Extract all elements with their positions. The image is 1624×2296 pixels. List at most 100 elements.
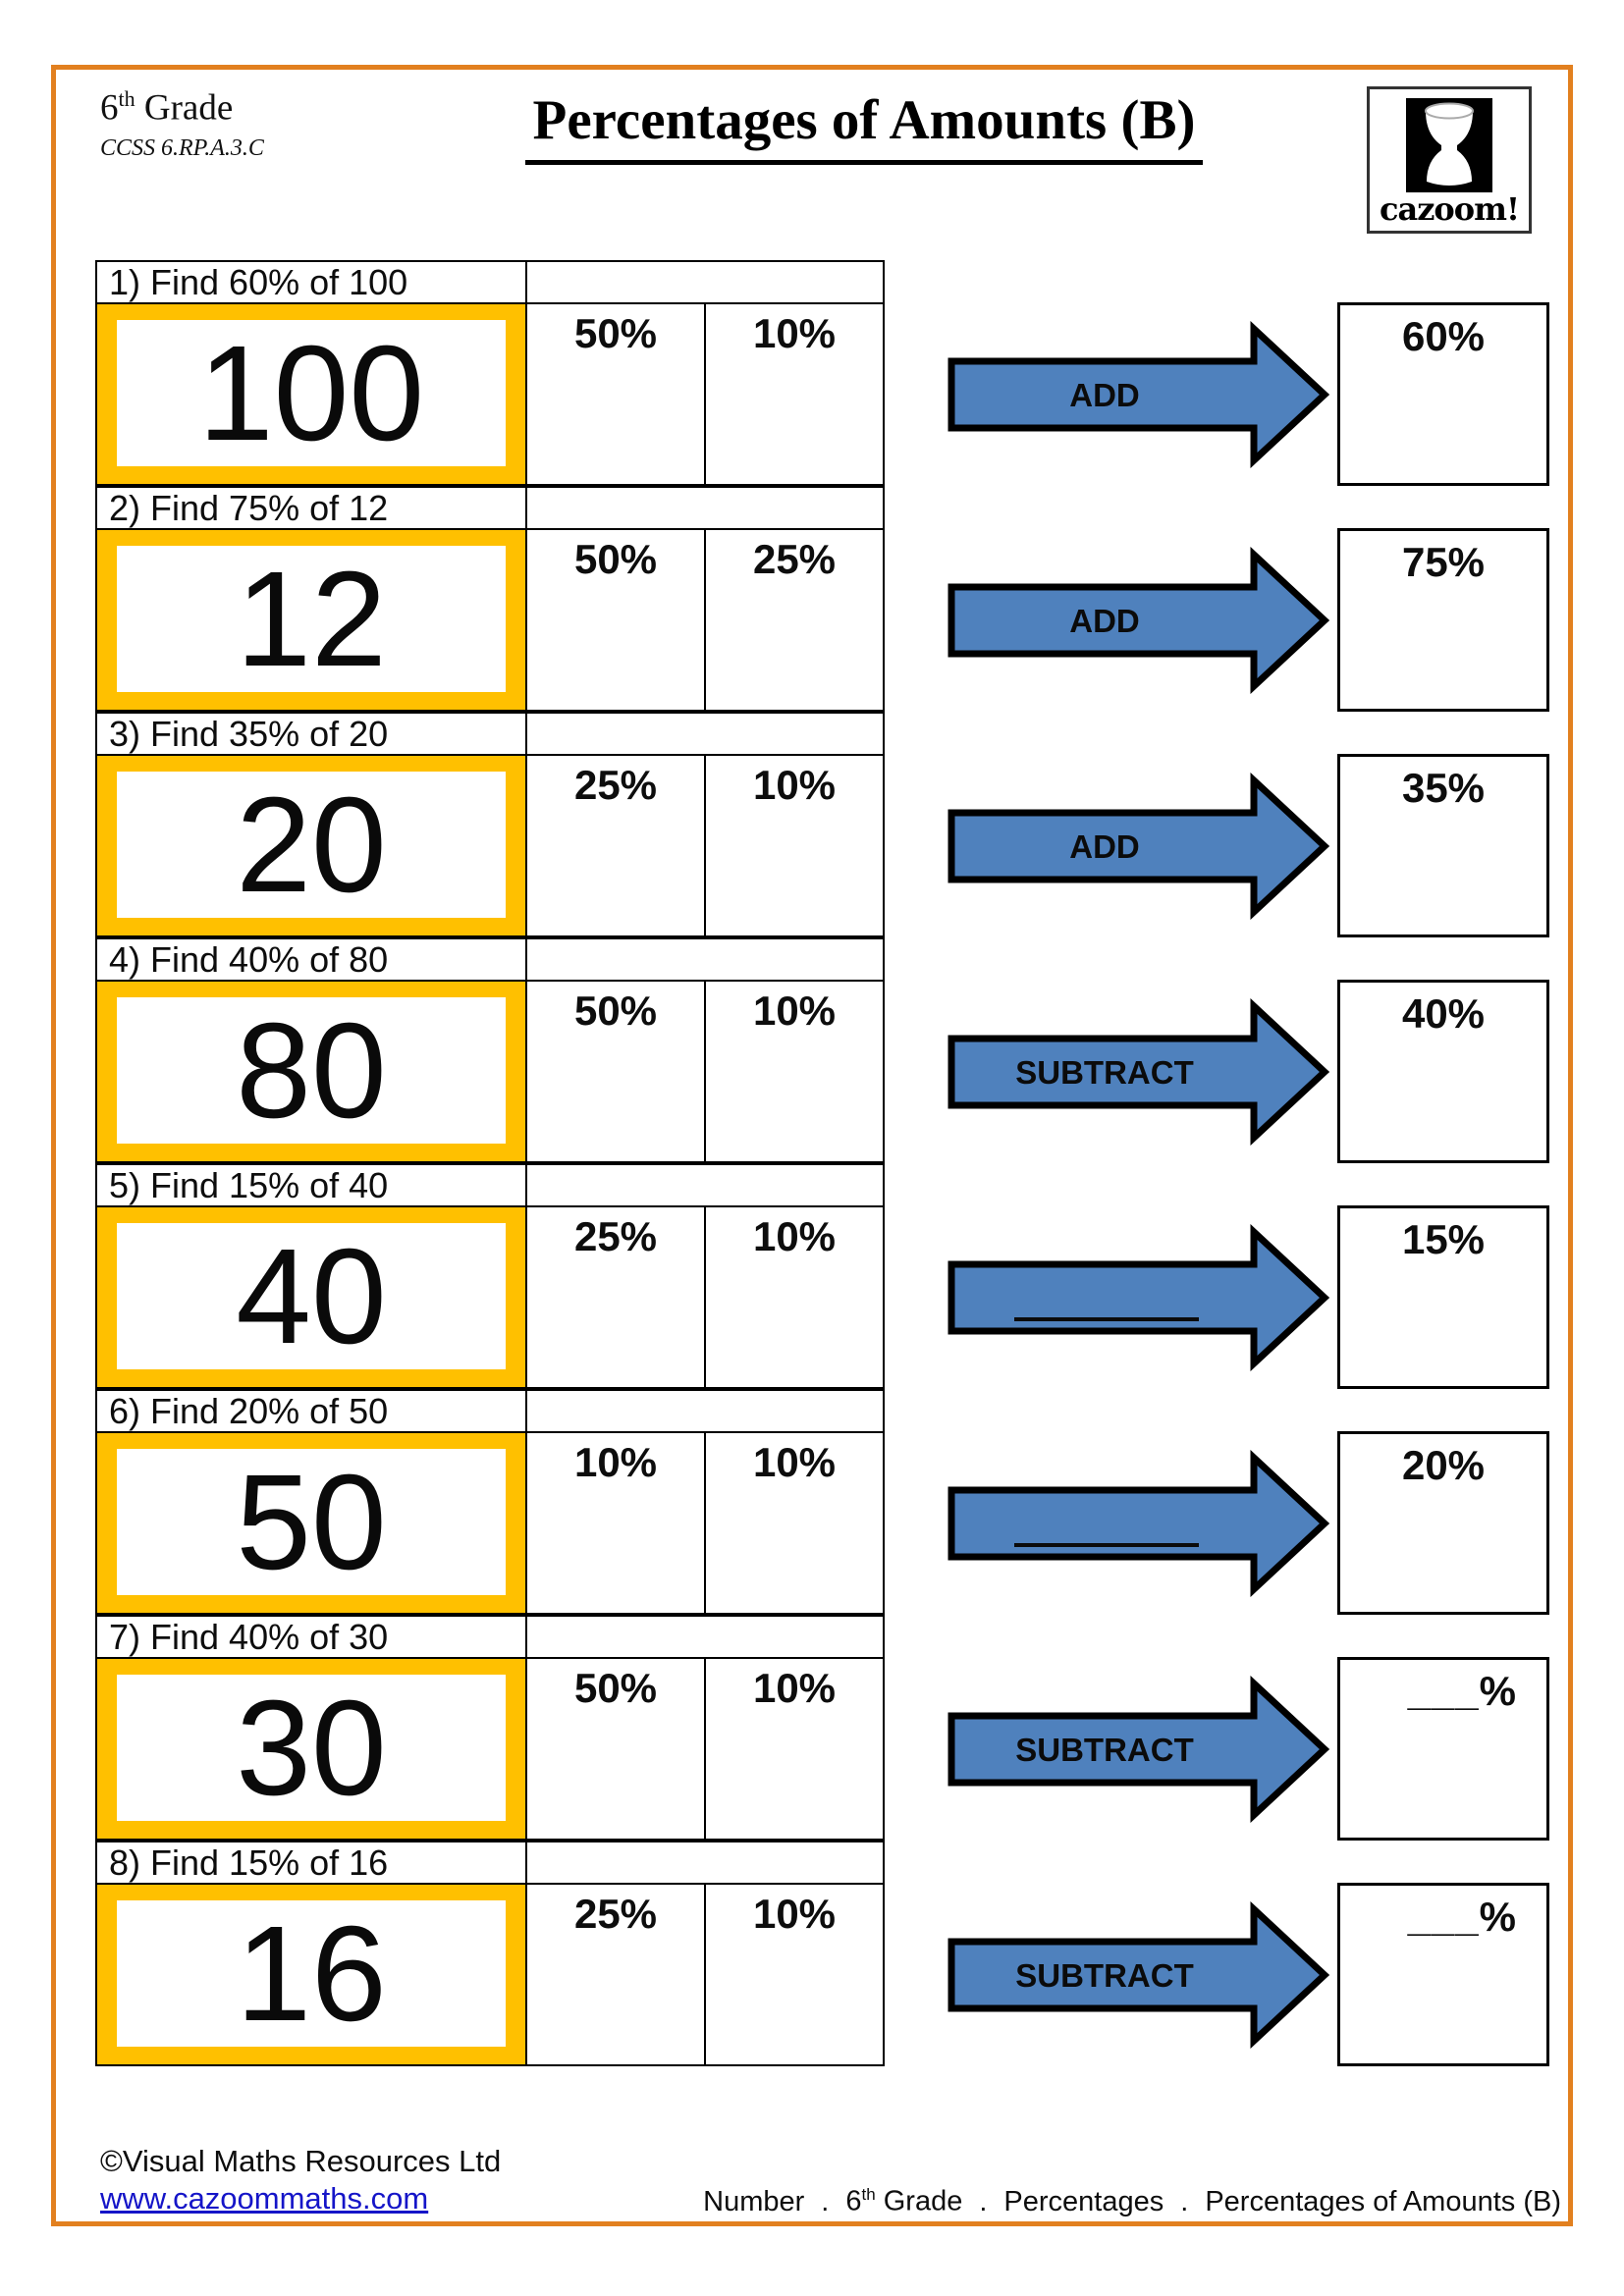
result-header: 75% (1401, 539, 1486, 585)
amount-box: 16 (95, 1883, 527, 2066)
breadcrumb-separator: . (1180, 2185, 1189, 2217)
problems-table: 1) Find 60% of 100 100 50% 10% ADD 60% 2… (95, 260, 1550, 2066)
copyright-text: ©Visual Maths Resources Ltd (100, 2144, 502, 2178)
breadcrumb-item: Percentages (1003, 2185, 1164, 2217)
operation-arrow: ADD (947, 321, 1330, 468)
breadcrumb: Number. 6th Grade. Percentages. Percentages… (579, 2185, 1561, 2218)
cazoom-logo: cazoom! (1367, 86, 1532, 234)
arrow-shape (947, 1224, 1330, 1371)
result-box: ___% (1337, 1883, 1549, 2066)
problem-block: 2) Find 75% of 12 12 50% 25% ADD 75% (95, 486, 1550, 712)
amount-box: 20 (95, 754, 527, 937)
operation-arrow: SUBTRACT (947, 1901, 1330, 2049)
operation-arrow: SUBTRACT (947, 1676, 1330, 1823)
question-label: 6) Find 20% of 50 (95, 1389, 527, 1433)
amount-value: 100 (117, 320, 506, 466)
result-box: 15% (1337, 1205, 1549, 1389)
logo-wordmark: cazoom! (1380, 190, 1520, 228)
website-link[interactable]: www.cazoommaths.com (100, 2181, 429, 2216)
amount-box: 100 (95, 302, 527, 486)
amount-value: 80 (117, 997, 506, 1144)
djembe-drum-icon (1406, 98, 1492, 192)
operation-arrow (947, 1450, 1330, 1597)
amount-box: 80 (95, 980, 527, 1163)
breadcrumb-item: Percentages of Amounts (B) (1205, 2185, 1561, 2217)
problem-block: 1) Find 60% of 100 100 50% 10% ADD 60% (95, 260, 1550, 486)
percent-col-1-header: 10% (525, 1431, 706, 1615)
operation-arrow: ADD (947, 547, 1330, 694)
arrow-operation-label: ADD (1069, 603, 1140, 639)
result-header: 60% (1401, 313, 1486, 359)
arrow-shape (947, 547, 1330, 694)
question-label: 1) Find 60% of 100 (95, 260, 527, 304)
problem-block: 7) Find 40% of 30 30 50% 10% SUBTRACT __… (95, 1615, 1550, 1841)
percent-col-2-header: 10% (704, 1205, 885, 1389)
result-box: 35% (1337, 754, 1549, 937)
arrow-operation-label: SUBTRACT (1015, 1054, 1193, 1091)
question-row-empty-cell (525, 260, 885, 304)
amount-box: 40 (95, 1205, 527, 1389)
percent-col-1-header: 50% (525, 980, 706, 1163)
problem-block: 5) Find 15% of 40 40 25% 10% 15% (95, 1163, 1550, 1389)
percent-col-2-header: 10% (704, 1883, 885, 2066)
problem-block: 4) Find 40% of 80 80 50% 10% SUBTRACT 40… (95, 937, 1550, 1163)
question-row-empty-cell (525, 1163, 885, 1207)
arrow-operation-label: SUBTRACT (1015, 1732, 1193, 1768)
result-box: 40% (1337, 980, 1549, 1163)
question-row-empty-cell (525, 1841, 885, 1885)
question-row-empty-cell (525, 1615, 885, 1659)
breadcrumb-separator: . (821, 2185, 830, 2217)
amount-value: 40 (117, 1223, 506, 1369)
amount-value: 12 (117, 546, 506, 692)
percent-col-2-header: 10% (704, 754, 885, 937)
amount-box: 50 (95, 1431, 527, 1615)
question-label: 7) Find 40% of 30 (95, 1615, 527, 1659)
question-row-empty-cell (525, 937, 885, 982)
arrow-operation-label: ADD (1069, 377, 1140, 413)
amount-value: 20 (117, 772, 506, 918)
result-header: 35% (1401, 765, 1486, 811)
arrow-shape (947, 773, 1330, 920)
percent-col-2-header: 10% (704, 1431, 885, 1615)
result-header: 40% (1401, 990, 1486, 1037)
question-label: 4) Find 40% of 80 (95, 937, 527, 982)
problem-block: 6) Find 20% of 50 50 10% 10% 20% (95, 1389, 1550, 1615)
grade-ordinal-suffix: th (118, 86, 135, 111)
problem-block: 3) Find 35% of 20 20 25% 10% ADD 35% (95, 712, 1550, 937)
operation-arrow (947, 1224, 1330, 1371)
percent-col-2-header: 10% (704, 1657, 885, 1841)
arrow-shape (947, 1901, 1330, 2049)
percent-col-1-header: 25% (525, 1883, 706, 2066)
percent-col-2-header: 25% (704, 528, 885, 712)
result-box: 75% (1337, 528, 1549, 712)
percent-col-1-header: 25% (525, 754, 706, 937)
question-label: 3) Find 35% of 20 (95, 712, 527, 756)
percent-col-1-header: 50% (525, 528, 706, 712)
amount-box: 12 (95, 528, 527, 712)
result-box: 60% (1337, 302, 1549, 486)
breadcrumb-item: 6th Grade (845, 2185, 963, 2217)
arrow-shape (947, 1676, 1330, 1823)
breadcrumb-separator: . (979, 2185, 988, 2217)
result-box: ___% (1337, 1657, 1549, 1841)
result-box: 20% (1337, 1431, 1549, 1615)
page-title: Percentages of Amounts (B) (524, 89, 1204, 165)
amount-value: 16 (117, 1900, 506, 2047)
arrow-shape (947, 1450, 1330, 1597)
breadcrumb-item: Number (703, 2185, 805, 2217)
question-row-empty-cell (525, 486, 885, 530)
grade-number: 6 (100, 87, 119, 129)
problem-block: 8) Find 15% of 16 16 25% 10% SUBTRACT __… (95, 1841, 1550, 2066)
amount-box: 30 (95, 1657, 527, 1841)
percent-col-1-header: 50% (525, 302, 706, 486)
question-label: 5) Find 15% of 40 (95, 1163, 527, 1207)
percent-col-2-header: 10% (704, 302, 885, 486)
arrow-operation-label: ADD (1069, 828, 1140, 865)
grade-label: 6th Grade (100, 86, 233, 129)
amount-value: 30 (117, 1675, 506, 1821)
operation-arrow: ADD (947, 773, 1330, 920)
result-header: 20% (1401, 1442, 1486, 1488)
ccss-standard-label: CCSS 6.RP.A.3.C (100, 135, 264, 161)
page-border-frame (51, 65, 1573, 2226)
